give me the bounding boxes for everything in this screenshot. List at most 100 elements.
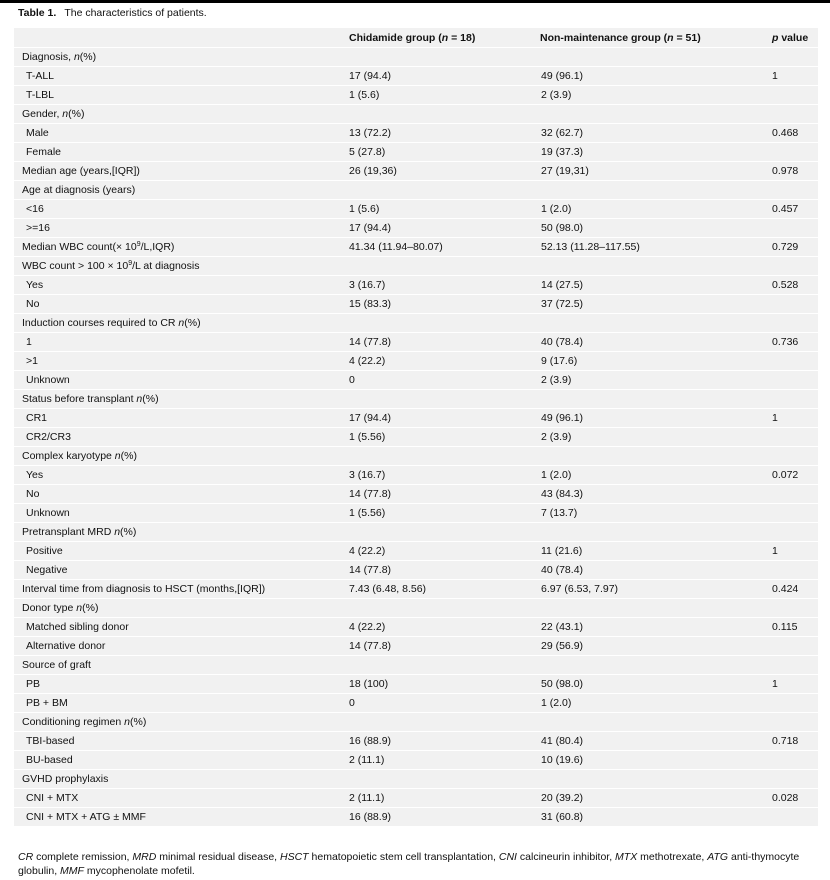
text: CR2/CR3 — [26, 431, 71, 443]
p-value: 1 — [772, 66, 818, 86]
text: 1 — [26, 336, 32, 348]
text: Alternative donor — [26, 640, 106, 652]
row-label: Pretransplant MRD n(%) — [14, 522, 349, 542]
p-value: 0.736 — [772, 332, 818, 352]
non-maintenance-value — [540, 389, 772, 409]
text: mycophenolate mofetil. — [83, 865, 195, 877]
italic-text: n — [441, 31, 449, 44]
text: PB — [26, 678, 41, 690]
italic-text: n — [73, 51, 80, 63]
table-section-row: WBC count > 100 × 109/L at diagnosis — [14, 256, 818, 276]
chidamide-value: 0 — [349, 370, 540, 390]
non-maintenance-value: 1 (2.0) — [540, 465, 772, 485]
header-chidamide-group: Chidamide group (n = 18) — [349, 28, 540, 48]
row-label: TBI-based — [14, 731, 349, 751]
chidamide-value: 14 (77.8) — [349, 332, 540, 352]
row-label: CR1 — [14, 408, 349, 428]
chidamide-value: 4 (22.2) — [349, 541, 540, 561]
text: Diagnosis, — [22, 51, 74, 63]
table-section-row: Conditioning regimen n(%) — [14, 712, 818, 732]
row-label: PB + BM — [14, 693, 349, 713]
text: CNI + MTX + ATG ± MMF — [26, 811, 146, 823]
chidamide-value — [349, 598, 540, 618]
text: Positive — [26, 545, 63, 557]
header-non-maintenance-group: Non-maintenance group (n = 51) — [540, 28, 772, 48]
non-maintenance-value: 50 (98.0) — [540, 218, 772, 238]
chidamide-value: 16 (88.9) — [349, 807, 540, 827]
text: TBI-based — [26, 735, 75, 747]
p-value: 0.468 — [772, 123, 818, 143]
text: (%) — [120, 526, 137, 538]
chidamide-value: 1 (5.56) — [349, 503, 540, 523]
p-value: 0.718 — [772, 731, 818, 751]
table-section-row: Source of graft — [14, 655, 818, 675]
p-value: 0.978 — [772, 161, 818, 181]
non-maintenance-value: 9 (17.6) — [540, 351, 772, 371]
row-label: Conditioning regimen n(%) — [14, 712, 349, 732]
row-label: Status before transplant n(%) — [14, 389, 349, 409]
italic-text: ATG — [707, 851, 729, 863]
row-label: Negative — [14, 560, 349, 580]
non-maintenance-value: 1 (2.0) — [540, 693, 772, 713]
table-section-row: Median age (years,[IQR]) 26 (19,36) 27 (19… — [14, 161, 818, 181]
text: Induction courses required to CR — [22, 317, 179, 329]
italic-text: n — [76, 602, 83, 614]
text: Pretransplant MRD — [22, 526, 115, 538]
non-maintenance-value — [540, 446, 772, 466]
row-label: Interval time from diagnosis to HSCT (mo… — [14, 579, 349, 599]
chidamide-value: 17 (94.4) — [349, 408, 540, 428]
row-label: GVHD prophylaxis — [14, 769, 349, 789]
italic-text: n — [178, 317, 185, 329]
text: WBC count > 100 × 10 — [22, 260, 129, 272]
top-rule — [0, 0, 830, 3]
non-maintenance-value — [540, 712, 772, 732]
non-maintenance-value: 40 (78.4) — [540, 332, 772, 352]
text: CNI + MTX — [26, 792, 79, 804]
superscript: 9 — [128, 260, 133, 267]
table-row: <16 1 (5.6) 1 (2.0) 0.457 — [14, 199, 818, 219]
p-value — [772, 750, 818, 770]
text: calcineurin inhibitor, — [516, 851, 616, 863]
table-row: Negative 14 (77.8) 40 (78.4) — [14, 560, 818, 580]
p-value — [772, 636, 818, 656]
p-value — [772, 769, 818, 789]
p-value — [772, 351, 818, 371]
italic-text: p — [772, 31, 779, 44]
table-row: T-LBL 1 (5.6) 2 (3.9) — [14, 85, 818, 105]
text: (%) — [82, 602, 99, 614]
text: CR1 — [26, 412, 48, 424]
row-label: Female — [14, 142, 349, 162]
text: Complex karyotype — [22, 450, 115, 462]
text: BU-based — [26, 754, 73, 766]
chidamide-value: 1 (5.6) — [349, 85, 540, 105]
text: = 51) — [673, 31, 701, 44]
table-section-row: Pretransplant MRD n(%) — [14, 522, 818, 542]
non-maintenance-value: 43 (84.3) — [540, 484, 772, 504]
row-label: CNI + MTX — [14, 788, 349, 808]
text: PB + BM — [26, 697, 68, 709]
text: (%) — [68, 108, 85, 120]
row-label: Induction courses required to CR n(%) — [14, 313, 349, 333]
p-value: 0.424 — [772, 579, 818, 599]
table-label: Table 1. — [18, 7, 57, 19]
chidamide-value: 4 (22.2) — [349, 351, 540, 371]
table-section-row: Age at diagnosis (years) — [14, 180, 818, 200]
text: /L,IQR) — [140, 241, 175, 253]
text: Chidamide group ( — [349, 31, 442, 44]
non-maintenance-value: 49 (96.1) — [540, 66, 772, 86]
italic-text: MRD — [132, 851, 157, 863]
chidamide-value — [349, 769, 540, 789]
p-value: 1 — [772, 674, 818, 694]
p-value — [772, 712, 818, 732]
text: <16 — [26, 203, 44, 215]
table-section-row: Donor type n(%) — [14, 598, 818, 618]
chidamide-value: 15 (83.3) — [349, 294, 540, 314]
table-row: CR2/CR3 1 (5.56) 2 (3.9) — [14, 427, 818, 447]
text: (%) — [184, 317, 201, 329]
p-value — [772, 256, 818, 276]
italic-text: CR — [18, 851, 34, 863]
text: hematopoietic stem cell transplantation, — [308, 851, 499, 863]
chidamide-value — [349, 180, 540, 200]
chidamide-value: 16 (88.9) — [349, 731, 540, 751]
chidamide-value — [349, 47, 540, 67]
